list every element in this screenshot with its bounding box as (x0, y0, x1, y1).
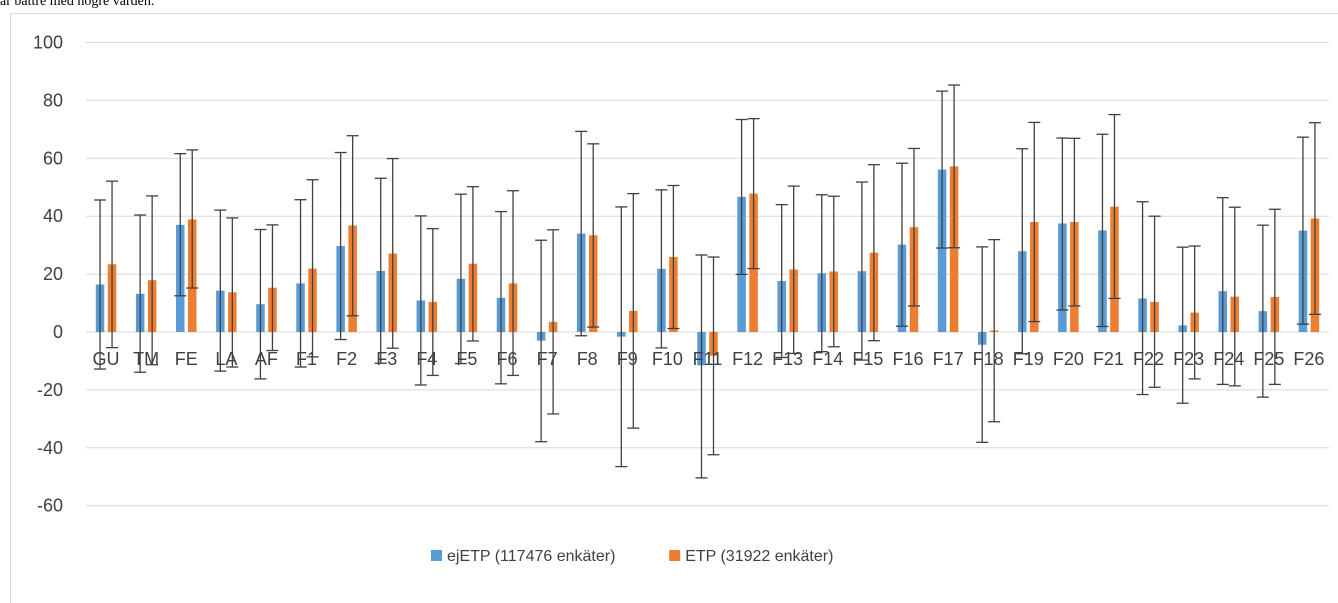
x-tick-label: F25 (1253, 349, 1284, 369)
y-tick-label: -40 (37, 438, 63, 458)
x-tick-label: F12 (732, 349, 763, 369)
legend-label: ejETP (117476 enkäter) (447, 548, 615, 565)
x-tick-label: F17 (933, 349, 964, 369)
y-tick-label: 100 (33, 33, 63, 53)
legend-swatch (431, 550, 442, 561)
x-tick-label: TM (133, 349, 159, 369)
y-tick-label: 40 (43, 206, 63, 226)
x-tick-label: F22 (1133, 349, 1164, 369)
x-tick-label: F9 (617, 349, 638, 369)
x-tick-label: F4 (416, 349, 437, 369)
x-tick-label: F21 (1093, 349, 1124, 369)
x-tick-label: F11 (693, 349, 723, 369)
x-tick-label: F15 (852, 349, 883, 369)
x-tick-label: F26 (1293, 349, 1324, 369)
x-tick-label: F14 (812, 349, 843, 369)
chart-area: 100 80 60 40 20 0 -20 -40 -60 GU TM FE LA AF F1 F2 F3 F4 F… (10, 13, 1338, 603)
x-tick-label: F8 (577, 349, 598, 369)
x-tick-label: F1 (296, 349, 317, 369)
error-bars-group (94, 84, 1321, 479)
x-tick-label: F24 (1213, 349, 1244, 369)
error-bar-chart: 100 80 60 40 20 0 -20 -40 -60 GU TM FE LA AF F1 F2 F3 F4 F… (33, 33, 1329, 565)
y-tick-label: 60 (43, 148, 63, 168)
x-tick-label: F5 (456, 349, 477, 369)
x-tick-label: F13 (772, 349, 803, 369)
legend-swatch (669, 550, 681, 561)
bar-etp-f17 (949, 166, 959, 332)
x-tick-label: F16 (892, 349, 923, 369)
legend-label: ETP (31922 enkäter) (685, 548, 833, 565)
y-tick-label: 0 (53, 322, 63, 342)
x-tick-label: F6 (497, 349, 518, 369)
y-tick-label: -20 (37, 380, 63, 400)
x-tick-label: F20 (1053, 349, 1084, 369)
x-tick-label: F18 (973, 349, 1004, 369)
x-tick-label: F2 (336, 349, 357, 369)
y-tick-label: 80 (43, 90, 63, 110)
x-tick-label: F19 (1013, 349, 1044, 369)
x-tick-label: FE (175, 349, 198, 369)
x-tick-label: F10 (652, 349, 683, 369)
x-tick-label: F23 (1173, 349, 1204, 369)
caption-text: är bättre med högre värden. (0, 0, 155, 9)
bar-ejetp-f17 (937, 169, 947, 332)
x-tick-label: LA (215, 349, 237, 369)
y-tick-label: -60 (37, 496, 63, 516)
bars-group (95, 166, 1320, 366)
x-tick-label: GU (93, 349, 120, 369)
x-tick-label: F3 (376, 349, 397, 369)
x-tick-label: F7 (537, 349, 558, 369)
x-tick-label: AF (255, 349, 278, 369)
y-tick-label: 20 (43, 264, 63, 284)
